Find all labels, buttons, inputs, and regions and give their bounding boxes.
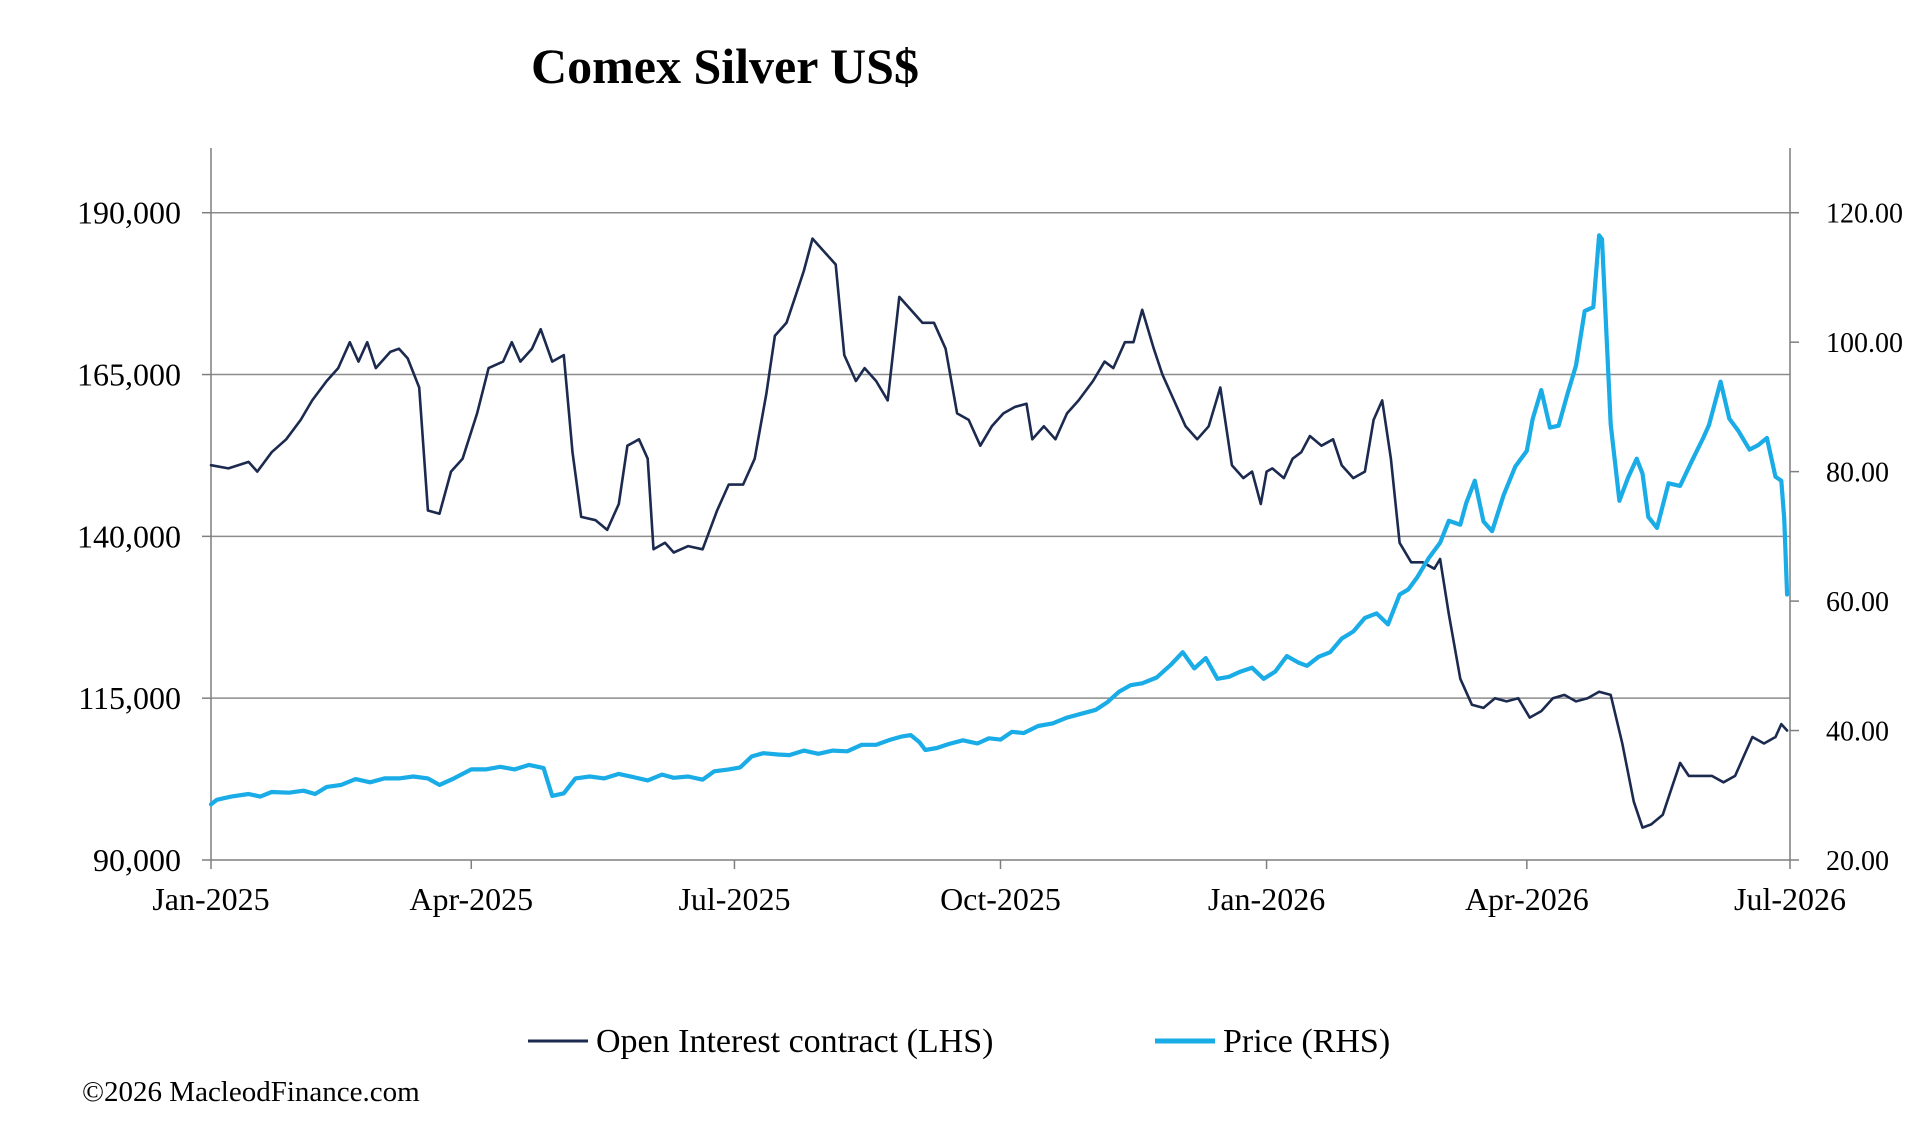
left-tick-label: 115,000 [78,680,181,716]
left-tick-label: 140,000 [77,518,181,554]
axes [210,148,1791,861]
left-axis-ticks: 90,000 115,000 140,000 165,000 190,000 [77,195,211,878]
x-tick-label: Jan-2025 [152,881,269,917]
right-tick-label: 60.00 [1826,587,1889,618]
series-line-price [208,233,1790,807]
left-tick-label: 90,000 [93,842,181,878]
left-tick-label: 165,000 [77,357,181,393]
series-line-open-interest [209,237,1789,829]
copyright-text: ©2026 MacleodFinance.com [82,1076,420,1108]
right-tick-label: 20.00 [1826,846,1889,877]
left-tick-label: 190,000 [77,195,181,231]
x-tick-label: Jan-2026 [1208,881,1325,917]
x-tick-label: Apr-2025 [409,881,533,917]
x-tick-label: Jul-2026 [1734,881,1846,917]
x-tick-label: Oct-2025 [940,881,1061,917]
right-axis-ticks: 20.00 40.00 60.00 80.00 100.00 120.00 [1790,199,1903,877]
gridlines [211,211,1790,699]
x-tick-label: Jul-2025 [678,881,790,917]
legend: Open Interest contract (LHS) Price (RHS) [528,1023,1390,1060]
right-tick-label: 100.00 [1826,328,1903,359]
legend-label-open-interest: Open Interest contract (LHS) [596,1023,993,1060]
x-tick-label: Apr-2026 [1465,881,1589,917]
right-tick-label: 80.00 [1826,458,1889,489]
x-axis-ticks: Jan-2025 Apr-2025 Jul-2025 Oct-2025 Jan-2026… [152,860,1846,917]
right-tick-label: 120.00 [1826,199,1903,230]
chart-title: Comex Silver US$ [531,38,919,94]
right-tick-label: 40.00 [1826,717,1889,748]
plot-series [208,233,1790,829]
legend-label-price: Price (RHS) [1223,1023,1390,1060]
